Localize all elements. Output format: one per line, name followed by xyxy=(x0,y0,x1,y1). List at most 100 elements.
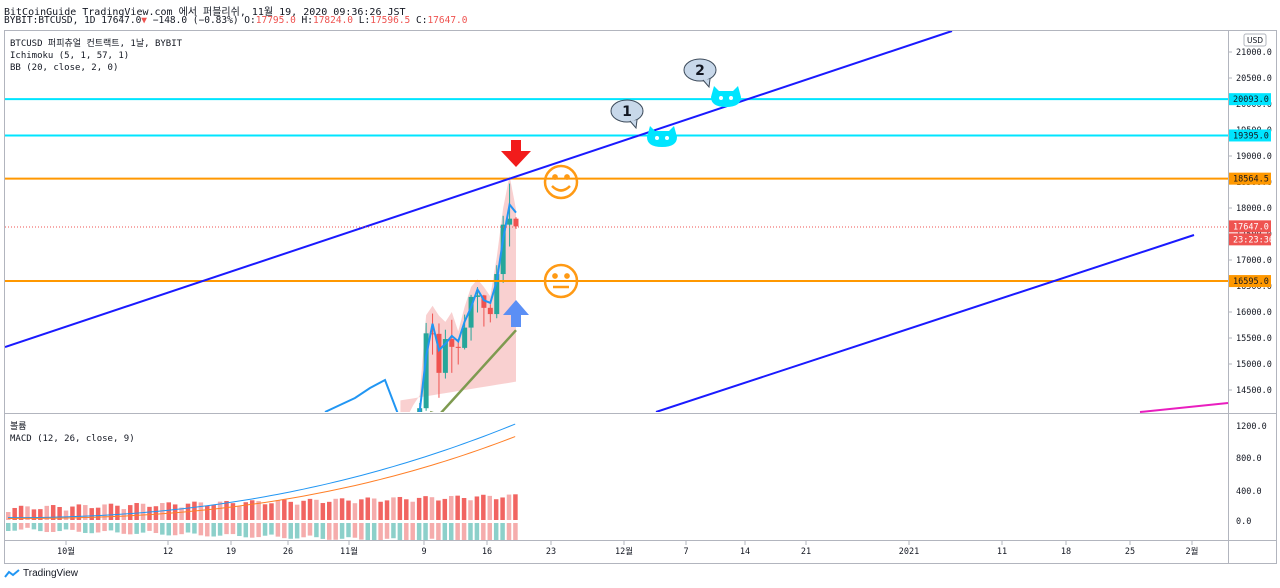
time-tick-label: 25 xyxy=(1125,547,1135,557)
histogram-bar xyxy=(57,523,62,532)
volume-bar xyxy=(327,501,332,520)
price-tag-bg xyxy=(1229,129,1271,142)
histogram-bar xyxy=(179,523,184,535)
legend-ichimoku: Ichimoku (5, 1, 57, 1) xyxy=(10,51,130,61)
candle-body xyxy=(462,327,468,348)
chart-canvas[interactable]: 1 2 21000.020500.020000.019500.019000.01… xyxy=(0,0,1280,566)
volume-bar xyxy=(301,500,306,520)
volume-bar xyxy=(31,509,37,520)
macd-axis: 1200.0 800.0 400.0 0.0 xyxy=(1236,422,1267,527)
volume-bar xyxy=(166,502,171,520)
candle-body xyxy=(487,307,493,315)
histogram-bar xyxy=(346,523,351,538)
symbol-name: BYBIT:BTCUSD, 1D xyxy=(4,15,96,26)
histogram-bar xyxy=(172,523,178,536)
price-tick-label: 19000.0 xyxy=(1236,152,1272,162)
histogram-bar xyxy=(423,523,428,540)
histogram-bar xyxy=(327,523,332,540)
histogram-bar xyxy=(83,523,88,533)
histogram-bar xyxy=(38,523,43,532)
candle-body xyxy=(442,339,448,373)
volume-bar xyxy=(76,504,82,520)
candle-body xyxy=(494,274,500,315)
signal-line xyxy=(7,436,516,519)
histogram-bar xyxy=(378,523,383,540)
tradingview-brand[interactable]: TradingView xyxy=(4,568,78,579)
volume-bar xyxy=(404,499,409,520)
trendline-lower xyxy=(655,234,1195,412)
volume-bar xyxy=(127,505,133,520)
open-label: O: xyxy=(244,15,256,26)
change-down-icon: ▼ xyxy=(141,15,148,26)
histogram-bar xyxy=(205,523,210,537)
time-tick-label: 12월 xyxy=(615,546,633,557)
volume-bar xyxy=(378,501,383,520)
histogram-bar xyxy=(288,523,293,539)
volume-bar xyxy=(224,501,229,520)
price-tag-label: 20093.0 xyxy=(1233,95,1269,105)
conversion-line xyxy=(324,202,517,412)
volume-bar xyxy=(365,497,371,520)
candle-body xyxy=(513,218,519,227)
volume-bar xyxy=(448,495,454,520)
volume-bar xyxy=(468,500,473,520)
histogram-bar xyxy=(237,523,242,537)
histogram-bar xyxy=(333,523,338,540)
histogram-bar xyxy=(301,523,306,538)
histogram-bar xyxy=(95,523,101,533)
histogram-bar xyxy=(249,523,255,538)
histogram-bar xyxy=(320,523,326,539)
histogram-bar xyxy=(416,523,422,540)
volume-bar xyxy=(500,497,505,520)
histogram-bar xyxy=(25,523,30,528)
volume-bar xyxy=(83,505,88,520)
magenta-trendline xyxy=(1139,402,1229,413)
callout-1-text: 1 xyxy=(622,104,632,120)
close-value: 17647.0 xyxy=(427,15,468,26)
histogram-bar xyxy=(243,523,249,538)
price-tag-label: 18564.5 xyxy=(1233,175,1269,185)
histogram-bar xyxy=(500,523,505,540)
lower-legend: 볼륨 MACD (12, 26, close, 9) xyxy=(10,421,135,445)
candle-body xyxy=(398,427,403,429)
histogram-bar xyxy=(391,523,396,539)
histogram-bar xyxy=(18,523,24,530)
high-value: 17824.0 xyxy=(312,15,354,26)
smiley-neutral-icon xyxy=(543,263,579,299)
histogram-bar xyxy=(448,523,454,540)
price-tick-label: 18000.0 xyxy=(1236,204,1272,214)
baseline-line xyxy=(430,329,517,412)
time-tick-label: 19 xyxy=(226,547,236,557)
volume-bar xyxy=(243,502,249,520)
candles xyxy=(398,183,519,440)
histogram-bar xyxy=(217,523,223,536)
volume-bars xyxy=(6,494,518,520)
horizontal-levels xyxy=(5,98,1228,283)
legend-volume: 볼륨 xyxy=(10,422,27,432)
time-tick-label: 11 xyxy=(997,547,1007,557)
volume-bar xyxy=(416,497,422,520)
histogram-bar xyxy=(224,523,229,535)
candle-body xyxy=(404,430,409,440)
volume-bar xyxy=(262,504,268,520)
volume-bar xyxy=(70,506,75,520)
macd-tick: 0.0 xyxy=(1236,517,1251,527)
chart-publish-caption: BitCoinGuide TradingView.com 에서 퍼블리쉬, 11… xyxy=(4,7,406,18)
volume-bar xyxy=(410,501,415,520)
volume-bar xyxy=(205,505,210,520)
histogram-bar xyxy=(211,523,216,537)
volume-bar xyxy=(307,498,313,520)
volume-bar xyxy=(429,497,435,520)
price-tick-label: 14500.0 xyxy=(1236,386,1272,396)
time-tick-label: 2월 xyxy=(1186,546,1199,557)
volume-bar xyxy=(12,507,17,520)
chart-frame xyxy=(4,30,1277,564)
time-tick-label: 14 xyxy=(740,547,750,557)
histogram-bar xyxy=(371,523,377,540)
volume-bar xyxy=(237,506,242,520)
time-tick-label: 16 xyxy=(482,547,492,557)
histogram-bar xyxy=(275,523,281,537)
histogram-bar xyxy=(294,523,300,539)
candle-body xyxy=(430,333,436,335)
histogram-bar xyxy=(461,523,467,540)
